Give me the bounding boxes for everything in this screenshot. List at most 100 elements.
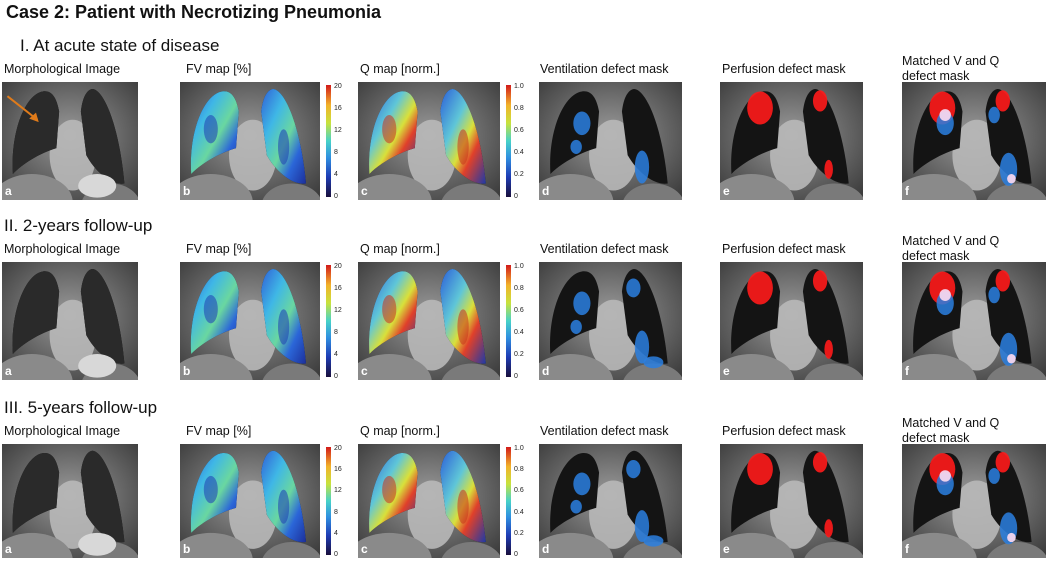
- colorbar-tick: 20: [334, 83, 342, 90]
- mri-image: [902, 444, 1046, 558]
- colorbar-tick: 0.2: [514, 529, 524, 537]
- fv-colorbar: [326, 85, 331, 197]
- panel-letter: f: [905, 542, 909, 556]
- image-panel-ventilation-mask: d: [539, 444, 682, 558]
- panel-letter: a: [5, 542, 12, 556]
- column-label-perfusion-mask: Perfusion defect mask: [722, 424, 846, 438]
- column-label-morphological: Morphological Image: [4, 424, 121, 438]
- mri-image: [539, 82, 682, 200]
- colorbar-tick: 4: [334, 171, 338, 178]
- mri-image: [2, 262, 138, 380]
- mri-image: [539, 262, 682, 380]
- panel-letter: e: [723, 542, 730, 556]
- section-title: I. At acute state of disease: [20, 36, 220, 55]
- mri-image: [902, 262, 1046, 380]
- mri-image: [180, 82, 320, 200]
- section-title: III. 5-years follow-up: [4, 398, 158, 417]
- image-panel-fv-map: b: [180, 444, 320, 558]
- colorbar-tick: 0.4: [514, 329, 524, 336]
- colorbar-tick: 0: [514, 193, 518, 200]
- colorbar-tick: 12: [334, 127, 342, 134]
- mri-image: [720, 82, 863, 200]
- column-label-q-map: Q map [norm.]: [360, 62, 440, 76]
- mri-image: [180, 262, 320, 380]
- column-label-line: defect mask: [902, 69, 970, 83]
- image-panel-morphological: a: [2, 444, 138, 558]
- mri-image: [720, 262, 863, 380]
- panel-letter: e: [723, 184, 730, 198]
- q-colorbar: [506, 447, 511, 555]
- colorbar-tick: 1.0: [514, 263, 524, 270]
- colorbar-tick: 0.2: [514, 171, 524, 178]
- colorbar-tick: 0: [334, 373, 338, 380]
- panel-letter: c: [361, 542, 368, 556]
- column-label-line: Matched V and Q: [902, 416, 1000, 430]
- q-colorbar: [506, 265, 511, 377]
- panel-letter: c: [361, 364, 368, 378]
- image-panel-fv-map: b: [180, 82, 320, 200]
- column-label-ventilation-mask: Ventilation defect mask: [540, 424, 669, 438]
- image-panel-perfusion-mask: e: [720, 262, 863, 380]
- mri-image: [2, 82, 138, 200]
- image-panel-q-map: c: [358, 444, 500, 558]
- mri-image: [358, 82, 500, 200]
- colorbar-tick: 8: [334, 508, 338, 516]
- colorbar-tick: 8: [334, 149, 338, 156]
- colorbar-tick: 0.6: [514, 127, 524, 134]
- panel-letter: a: [5, 184, 12, 198]
- colorbar-tick: 0.8: [514, 466, 524, 474]
- image-panel-q-map: c: [358, 262, 500, 380]
- column-label-line: defect mask: [902, 249, 970, 263]
- column-label-line: Matched V and Q: [902, 234, 1000, 248]
- image-panel-morphological: a: [2, 82, 138, 200]
- colorbar-tick: 12: [334, 307, 342, 314]
- panel-letter: f: [905, 364, 909, 378]
- colorbar-tick: 1.0: [514, 445, 524, 452]
- panel-letter: b: [183, 542, 191, 556]
- colorbar-tick: 0: [514, 551, 518, 558]
- panel-letter: c: [361, 184, 368, 198]
- colorbar-tick: 0.8: [514, 105, 524, 112]
- image-panel-fv-map: b: [180, 262, 320, 380]
- colorbar-tick: 4: [334, 351, 338, 358]
- image-panel-perfusion-mask: e: [720, 82, 863, 200]
- colorbar-tick: 0: [334, 551, 338, 558]
- colorbar-tick: 12: [334, 487, 342, 495]
- colorbar-tick: 8: [334, 329, 338, 336]
- section-title: II. 2-years follow-up: [4, 216, 153, 235]
- image-panel-ventilation-mask: d: [539, 82, 682, 200]
- fv-colorbar: [326, 447, 331, 555]
- colorbar-tick: 16: [334, 105, 342, 112]
- q-colorbar: [506, 85, 511, 197]
- colorbar-tick: 20: [334, 445, 342, 452]
- colorbar-tick: 0.2: [514, 351, 524, 358]
- figure-title: Case 2: Patient with Necrotizing Pneumon…: [6, 2, 382, 22]
- colorbar-tick: 0.8: [514, 285, 524, 292]
- mri-image: [539, 444, 682, 558]
- image-panel-perfusion-mask: e: [720, 444, 863, 558]
- panel-letter: d: [542, 184, 550, 198]
- image-panel-matched-mask: f: [902, 82, 1046, 200]
- column-label-morphological: Morphological Image: [4, 62, 121, 76]
- column-label-fv-map: FV map [%]: [186, 62, 252, 76]
- column-label-q-map: Q map [norm.]: [360, 242, 440, 256]
- mri-image: [720, 444, 863, 558]
- column-label-perfusion-mask: Perfusion defect mask: [722, 62, 846, 76]
- colorbar-tick: 20: [334, 263, 342, 270]
- colorbar-tick: 16: [334, 285, 342, 292]
- image-panel-matched-mask: f: [902, 262, 1046, 380]
- colorbar-tick: 0.4: [514, 149, 524, 156]
- mri-image: [180, 444, 320, 558]
- column-label-line: Matched V and Q: [902, 54, 1000, 68]
- colorbar-tick: 0.4: [514, 508, 524, 516]
- image-panel-morphological: a: [2, 262, 138, 380]
- mri-image: [358, 444, 500, 558]
- image-panel-q-map: c: [358, 82, 500, 200]
- colorbar-tick: 16: [334, 466, 342, 474]
- column-label-q-map: Q map [norm.]: [360, 424, 440, 438]
- image-panel-ventilation-mask: d: [539, 262, 682, 380]
- fv-colorbar: [326, 265, 331, 377]
